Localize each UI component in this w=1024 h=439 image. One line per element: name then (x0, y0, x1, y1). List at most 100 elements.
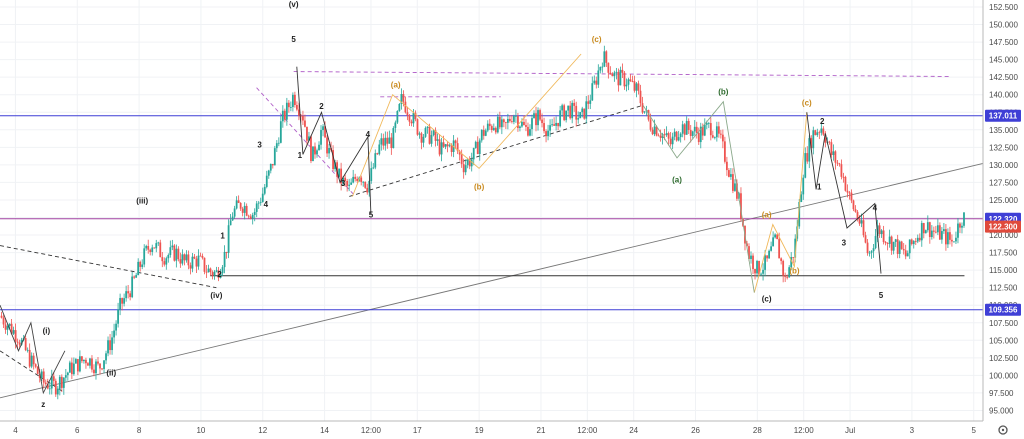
candle-body (945, 229, 947, 245)
candle-body (577, 118, 580, 120)
candle-body (802, 177, 805, 195)
candle-body (902, 248, 905, 251)
candle-body (221, 267, 224, 274)
candle-body (535, 113, 537, 126)
candle-body (10, 323, 13, 334)
candle-body (629, 79, 632, 82)
candle-body (93, 369, 95, 374)
wave-label: (a) (762, 211, 772, 220)
x-tick-label: 6 (75, 426, 80, 435)
candle-body (197, 255, 200, 267)
candle-body (117, 309, 119, 324)
candle-body (828, 141, 831, 143)
candle-body (119, 298, 121, 310)
candle-body (768, 250, 770, 259)
candle-body (237, 200, 240, 203)
wave-label: (b) (718, 88, 729, 97)
candle-body (605, 51, 608, 63)
candle-body (376, 153, 379, 155)
candle-body (298, 109, 300, 116)
candle-body (752, 255, 754, 270)
candle-body (44, 382, 47, 385)
candle-body (705, 123, 708, 125)
candle-body (569, 105, 572, 119)
candle-body (336, 162, 338, 177)
candle-body (352, 176, 355, 183)
candle-body (555, 122, 558, 126)
candle-body (388, 137, 391, 144)
candle-body (844, 176, 847, 191)
candle-body (322, 126, 324, 131)
settings-gear-icon[interactable] (998, 425, 1008, 435)
candle-body (621, 69, 624, 73)
candle-body (14, 330, 17, 342)
candle-body (920, 223, 923, 241)
y-tick-label: 147.500 (989, 38, 1018, 47)
candle-body (812, 130, 815, 149)
candle-body (169, 247, 172, 255)
x-tick-label: 14 (320, 426, 329, 435)
candle-body (589, 100, 592, 104)
overlay-lines (0, 71, 984, 399)
candle-body (502, 119, 505, 123)
candle-body (782, 260, 785, 276)
candle-body (778, 239, 781, 259)
candle-body (348, 184, 351, 186)
candle-body (324, 126, 326, 138)
candle-body (306, 126, 308, 141)
candle-body (683, 124, 686, 135)
candle-body (551, 124, 553, 126)
candle-body (830, 142, 833, 156)
candle-body (127, 291, 130, 294)
candle-body (547, 130, 549, 137)
candle-body (66, 372, 69, 376)
candle-body (474, 141, 477, 148)
y-tick-label: 140.000 (989, 91, 1018, 100)
y-tick-label: 135.000 (989, 126, 1018, 135)
candle-body (928, 222, 931, 238)
price-badge-label: 122.320 (989, 215, 1018, 224)
candle-body (597, 70, 600, 85)
candle-body (581, 108, 584, 113)
candle-body (957, 223, 959, 238)
candle-body (432, 130, 435, 136)
candle-body (681, 124, 684, 134)
wave-label: (v) (289, 0, 299, 9)
candle-body (762, 269, 764, 274)
candle-body (786, 276, 789, 278)
candle-body (408, 115, 411, 122)
candle-body (701, 126, 704, 136)
candle-body (400, 94, 403, 104)
candle-body (559, 110, 562, 127)
candle-body (201, 255, 204, 258)
candle-body (599, 67, 602, 71)
candle-body (360, 177, 363, 182)
candle-body (60, 376, 63, 388)
candle-body (890, 236, 893, 251)
candle-body (304, 120, 306, 127)
candle-body (199, 255, 202, 257)
candle-body (611, 73, 614, 77)
wave-path-black (0, 305, 66, 395)
candle-body (159, 242, 162, 258)
candle-body (756, 261, 758, 274)
candle-body (926, 222, 929, 231)
candle-body (79, 356, 81, 372)
candle-body (525, 124, 527, 127)
candle-body (862, 220, 865, 236)
candle-body (798, 202, 801, 227)
candle-body (267, 170, 270, 176)
candle-body (87, 363, 89, 366)
candle-body (685, 120, 688, 135)
candle-body (382, 138, 385, 146)
candle-body (539, 110, 541, 120)
candle-body (458, 151, 461, 155)
candle-body (149, 249, 152, 252)
candle-body (36, 366, 39, 374)
candle-body (183, 254, 186, 261)
candle-body (428, 126, 431, 144)
candle-body (97, 361, 99, 364)
candle-body (105, 353, 107, 361)
candle-body (141, 264, 144, 267)
